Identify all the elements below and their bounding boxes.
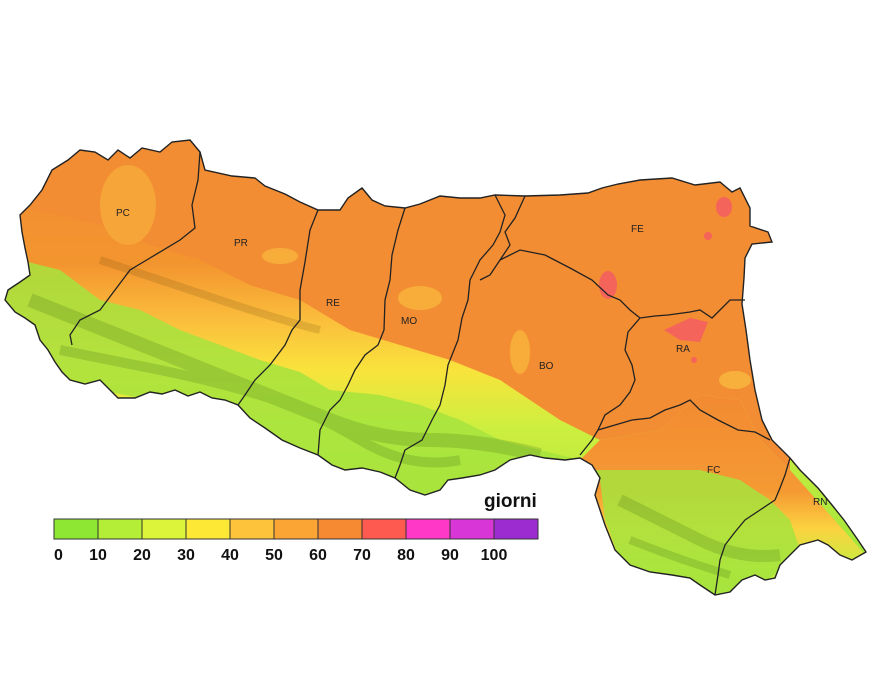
legend-color-box [361,518,407,540]
province-labels: PC PR RE MO BO FE RA FC RN [116,208,827,508]
legend-color-box [405,518,451,540]
legend-tick-label: 50 [265,547,283,564]
border-bo-ra [579,317,641,456]
legend-tick-label: 30 [177,547,195,564]
province-label-ra: RA [676,344,690,355]
light-patch-mo [398,286,442,310]
hot-patch-fe [599,271,617,299]
mountain-zone [5,260,800,595]
province-label-bo: BO [539,361,554,372]
legend-color-box [273,518,319,540]
legend-tick-label: 20 [133,547,151,564]
legend-tick-label: 40 [221,547,239,564]
legend: giorni 0 10 20 30 40 50 60 70 80 90 100 [53,491,539,564]
province-label-fc: FC [707,465,720,476]
province-label-fe: FE [631,224,644,235]
light-patch-pc [100,165,156,245]
legend-color-box [449,518,495,540]
legend-tick-label: 90 [441,547,459,564]
legend-color-scale [53,518,539,540]
legend-tick-label: 60 [309,547,327,564]
light-patch-bo [510,330,530,374]
border-fe-south [499,249,745,319]
province-label-pc: PC [116,208,130,219]
border-fc-rn [714,457,791,596]
border-pc-pr [69,151,201,346]
light-patch-ra [719,371,751,389]
border-ra-fc [597,399,771,441]
province-label-mo: MO [401,316,417,327]
hot-dot-fe [704,232,712,240]
province-label-rn: RN [813,497,827,508]
border-bo-fe-north [479,195,526,281]
legend-tick-label: 10 [89,547,107,564]
legend-tick-label: 70 [353,547,371,564]
legend-color-box [141,518,187,540]
hillshade-strokes [27,256,781,579]
legend-color-box [317,518,363,540]
hot-patch-ra [664,318,708,342]
border-pr-re [237,209,319,406]
border-mo-bo [394,194,506,479]
hot-patch-coast [716,197,732,217]
border-re-mo [317,207,406,456]
province-label-re: RE [326,298,340,309]
legend-color-box [185,518,231,540]
legend-unit-label: giorni [484,491,537,512]
legend-color-box [53,518,99,540]
legend-color-box [97,518,143,540]
hot-dot-ra [691,357,697,363]
legend-tick-labels: 0 10 20 30 40 50 60 70 80 90 100 [54,547,507,564]
legend-tick-label: 0 [54,547,63,564]
legend-color-box [229,518,275,540]
light-patch-pr [262,248,298,264]
province-label-pr: PR [234,238,248,249]
legend-color-box [493,518,539,540]
province-borders [69,151,791,596]
legend-tick-label: 80 [397,547,415,564]
legend-tick-label: 100 [481,547,508,564]
